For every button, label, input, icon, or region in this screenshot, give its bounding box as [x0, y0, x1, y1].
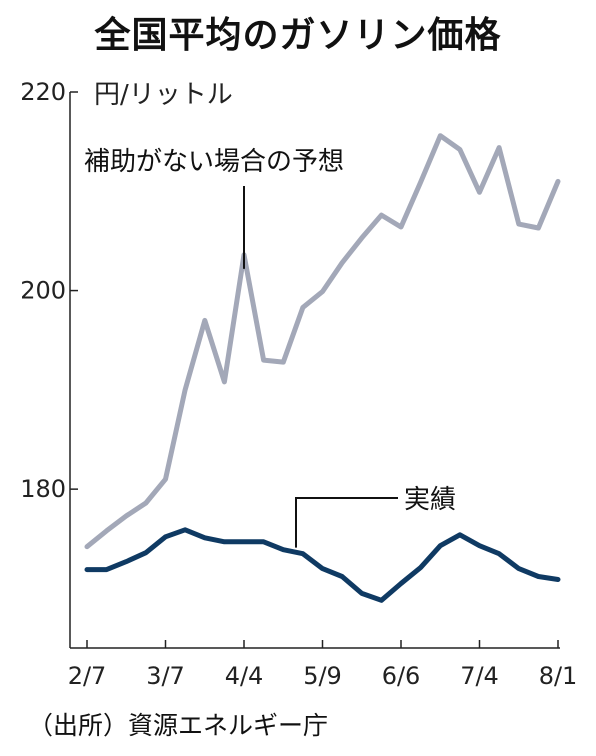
y-tick-label: 220	[20, 78, 66, 106]
series-line-1	[84, 527, 561, 603]
series-label-forecast: 補助がない場合の予想	[84, 147, 344, 177]
x-tick-label: 8/1	[539, 662, 578, 690]
source-note: （出所）資源エネルギー庁	[28, 711, 329, 740]
x-tick-label: 7/4	[460, 662, 499, 690]
series-label-actual: 実績	[404, 485, 456, 515]
annotation-leader-actual	[295, 497, 398, 548]
x-tick-label: 4/4	[225, 662, 264, 690]
chart-title: 全国平均のガソリン価格	[94, 15, 502, 56]
x-tick-label: 3/7	[146, 662, 185, 690]
series-line-0	[84, 133, 561, 550]
y-tick-label: 180	[20, 475, 66, 503]
x-tick-label: 6/6	[382, 662, 421, 690]
series-layer	[84, 133, 561, 603]
axes: 180 200 220 円/リットル 2/7 3/7 4/4 5/9 6/6 7/4 8/1	[20, 78, 577, 690]
x-tick-label: 2/7	[68, 662, 107, 690]
y-tick-label: 200	[20, 277, 66, 305]
x-tick-label: 5/9	[303, 662, 342, 690]
y-unit-label: 円/リットル	[94, 80, 233, 110]
